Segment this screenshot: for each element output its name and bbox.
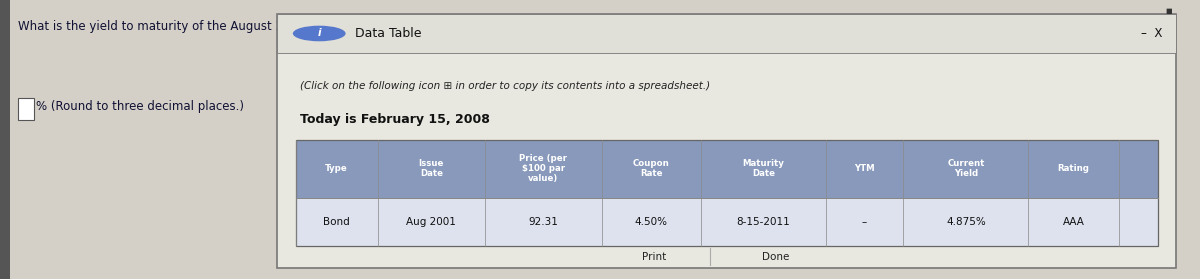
Bar [295, 140, 1158, 246]
FancyBboxPatch shape [277, 14, 1176, 268]
Text: What is the yield to maturity of the August 2001 Tre: What is the yield to maturity of the Aug… [18, 20, 326, 33]
Text: Coupon
Rate: Coupon Rate [632, 159, 670, 178]
Bar [277, 14, 1176, 53]
Text: Price (per
$100 par
value): Price (per $100 par value) [520, 155, 568, 183]
Text: 4.50%: 4.50% [635, 217, 667, 227]
Text: Bond: Bond [323, 217, 350, 227]
Circle shape [293, 26, 346, 41]
Text: 92.31: 92.31 [528, 217, 558, 227]
Bar [295, 140, 1158, 198]
Bar [295, 198, 1158, 246]
Text: 4.875%: 4.875% [946, 217, 985, 227]
Text: Maturity
Date: Maturity Date [743, 159, 785, 178]
Text: Type: Type [325, 164, 348, 173]
Text: (Click on the following icon ⊞ in order to copy its contents into a spreadsheet.: (Click on the following icon ⊞ in order … [300, 81, 710, 92]
Text: Aug 2001: Aug 2001 [407, 217, 456, 227]
Text: AAA: AAA [1063, 217, 1085, 227]
Text: Print: Print [642, 252, 666, 262]
Bar [0, 0, 11, 279]
Text: % (Round to three decimal places.): % (Round to three decimal places.) [36, 100, 244, 112]
Bar [18, 98, 34, 120]
Text: Current
Yield: Current Yield [947, 159, 984, 178]
Text: Rating: Rating [1057, 164, 1090, 173]
Text: Done: Done [762, 252, 790, 262]
Text: i: i [318, 28, 320, 39]
Text: Issue
Date: Issue Date [419, 159, 444, 178]
Text: Today is February 15, 2008: Today is February 15, 2008 [300, 114, 491, 126]
Text: 8-15-2011: 8-15-2011 [737, 217, 790, 227]
Text: YTM: YTM [854, 164, 875, 173]
Text: ■: ■ [1165, 8, 1171, 15]
Text: –: – [862, 217, 868, 227]
Text: –  X: – X [1141, 27, 1163, 40]
Text: Data Table: Data Table [355, 27, 421, 40]
